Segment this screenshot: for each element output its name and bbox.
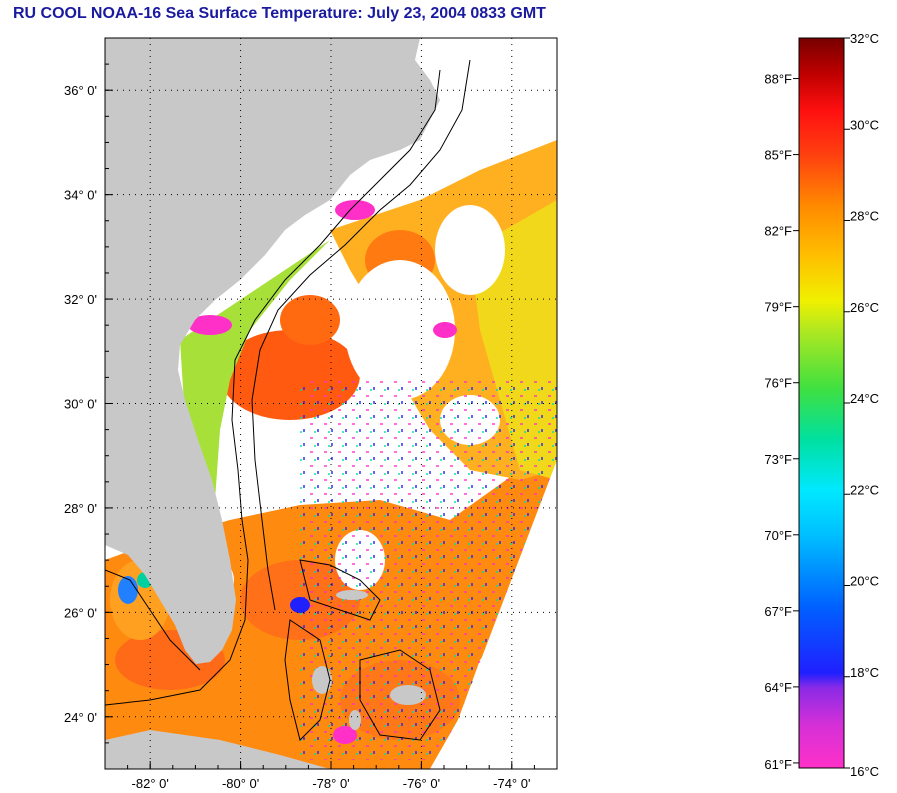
lat-tick-label: 34° 0' — [64, 188, 97, 203]
lat-tick-label: 36° 0' — [64, 83, 97, 98]
colorbar-fahrenheit-label: 64°F — [764, 680, 792, 695]
depth-contour-shelf — [105, 69, 441, 706]
land-andros — [312, 666, 332, 694]
colorbar-celsius-label: 20°C — [850, 574, 879, 589]
colorbar-celsius-label: 16°C — [850, 764, 879, 779]
colorbar — [798, 37, 845, 769]
colorbar-fahrenheit-label: 88°F — [764, 72, 792, 87]
colorbar-celsius-label: 32°C — [850, 31, 879, 46]
lon-tick-label: -76° 0' — [403, 776, 440, 791]
colorbar-fahrenheit-label: 67°F — [764, 604, 792, 619]
lon-tick-label: -82° 0' — [132, 776, 169, 791]
colorbar-fahrenheit-label: 76°F — [764, 376, 792, 391]
land-grand-bahama — [336, 590, 368, 600]
lat-tick-label: 24° 0' — [64, 710, 97, 725]
colorbar-fahrenheit-label: 61°F — [764, 757, 792, 772]
axis-ticks: 36° 0' 34° 0' 32° 0' 30° 0' 28° 0' 26° 0' 24° … — [64, 37, 558, 791]
lat-tick-label: 28° 0' — [64, 501, 97, 516]
lon-tick-label: -80° 0' — [222, 776, 259, 791]
colorbar-celsius-label: 28°C — [850, 209, 879, 224]
land-us-east-coast — [105, 38, 440, 664]
colorbar-celsius-label: 22°C — [850, 482, 879, 497]
map-title: RU COOL NOAA-16 Sea Surface Temperature:… — [13, 5, 546, 22]
sst-field — [105, 38, 557, 769]
colorbar-celsius-label: 30°C — [850, 117, 879, 132]
depth-contour-slope — [251, 59, 471, 611]
lon-tick-label: -78° 0' — [312, 776, 349, 791]
colorbar-celsius-label: 24°C — [850, 391, 879, 406]
lat-tick-label: 30° 0' — [64, 397, 97, 412]
lon-tick-label: -74° 0' — [493, 776, 530, 791]
colorbar-celsius-label: 18°C — [850, 665, 879, 680]
land-cuba — [105, 730, 330, 769]
colorbar-fahrenheit-label: 82°F — [764, 224, 792, 239]
colorbar-fahrenheit-label: 79°F — [764, 300, 792, 315]
colorbar-fahrenheit-label: 70°F — [764, 528, 792, 543]
lat-tick-label: 32° 0' — [64, 292, 97, 307]
colorbar-labels: 32°C 30°C 28°C 26°C 24°C 22°C 20°C 18°C 16°C 88°F… — [764, 31, 879, 779]
colorbar-fahrenheit-label: 85°F — [764, 148, 792, 163]
colorbar-fahrenheit-label: 73°F — [764, 452, 792, 467]
land-eleuthera — [390, 685, 426, 705]
colorbar-celsius-label: 26°C — [850, 300, 879, 315]
lat-tick-label: 26° 0' — [64, 605, 97, 620]
